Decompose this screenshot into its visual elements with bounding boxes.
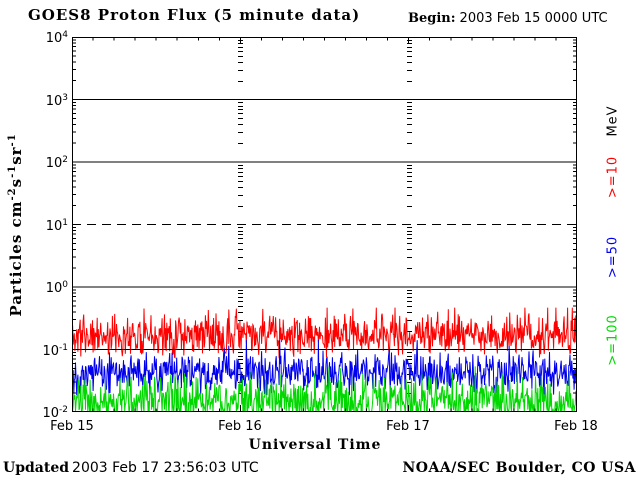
x-tick-feb18: Feb 18 [554,419,598,434]
begin-timestamp: Begin: 2003 Feb 15 0000 UTC [408,11,608,26]
y-axis-label-text: Particles cm [7,200,25,317]
x-tick-feb15: Feb 15 [50,419,94,434]
plot-area [72,37,577,412]
y-tick-10e4: 104 [45,29,68,47]
legend-unit-mev: MeV [605,105,621,137]
legend-ge10-mev: >=10 [605,155,621,199]
y-tick-10e0: 100 [45,279,68,297]
legend-ge50-mev: >=50 [605,235,621,279]
flux-trace-1 [72,340,577,396]
y-axis-label-text: sr [7,146,25,165]
begin-value: 2003 Feb 15 0000 UTC [459,11,608,26]
y-axis-label-exp: -1 [7,133,18,147]
y-axis-label-exp: -1 [7,164,18,178]
y-tick-10e2: 102 [45,154,68,172]
y-tick-10e1: 101 [45,217,68,234]
updated-label: Updated [3,460,70,476]
y-axis-label-exp: -2 [7,187,18,201]
x-tick-feb16: Feb 16 [218,419,262,434]
decade-gridlines [72,99,577,350]
x-tick-feb17: Feb 17 [386,419,430,434]
y-axis-label-text: s [7,177,25,188]
y-tick-10e3: 103 [45,92,68,109]
y-tick-10e-2: 10-2 [42,404,68,422]
updated-value: 2003 Feb 17 23:56:03 UTC [72,460,259,476]
y-tick-10e-1: 10-1 [42,342,68,359]
axis-ticks [72,37,577,412]
begin-label: Begin: [408,11,456,26]
y-axis-label: Particles cm-2s-1sr-1 [7,133,25,316]
legend-ge100-mev: >=100 [605,314,621,366]
flux-trace-0 [72,307,577,359]
updated-timestamp: Updated 2003 Feb 17 23:56:03 UTC [3,460,259,476]
chart-title: GOES8 Proton Flux (5 minute data) [28,6,361,24]
x-axis-title: Universal Time [248,437,382,453]
noaa-credit: NOAA/SEC Boulder, CO USA [402,460,636,476]
